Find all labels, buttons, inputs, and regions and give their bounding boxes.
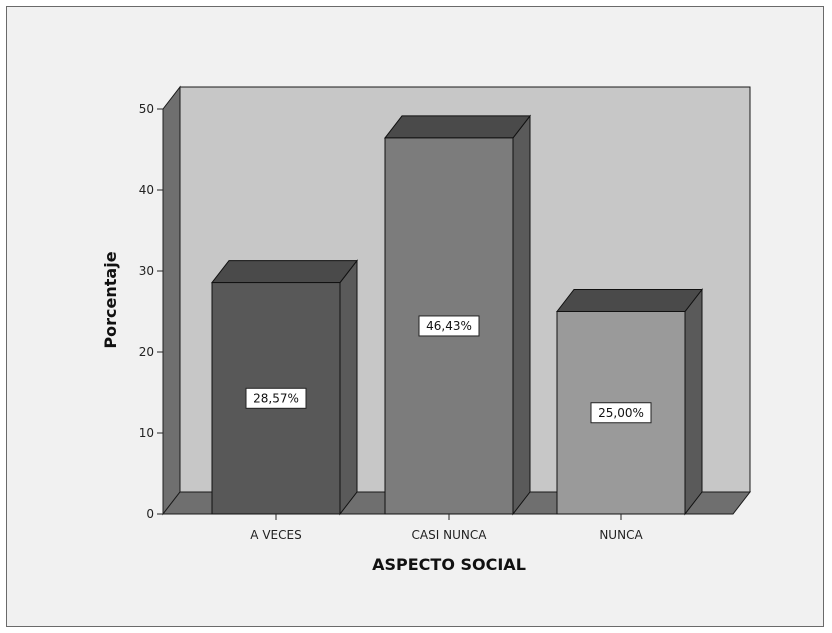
data-label: 25,00% (598, 406, 644, 420)
bar-nunca: 25,00% (555, 288, 704, 516)
y-axis: 0 10 20 30 40 50 (139, 102, 164, 521)
bars-group: 28,57% 46,43% 25,00% (210, 114, 704, 516)
y-tick-label: 50 (139, 102, 154, 116)
x-tick-label: NUNCA (599, 528, 643, 542)
bar-casi-nunca: 46,43% (383, 114, 532, 516)
y-tick-label: 30 (139, 264, 154, 278)
left-wall (162, 85, 181, 516)
y-tick-label: 10 (139, 426, 154, 440)
x-tick-label: A VECES (250, 528, 301, 542)
x-tick-label: CASI NUNCA (412, 528, 488, 542)
bar-side (512, 114, 531, 516)
y-tick-label: 20 (139, 345, 154, 359)
bar-top (555, 289, 704, 312)
bar-a-veces: 28,57% (210, 259, 359, 516)
bar-side (684, 288, 703, 516)
x-axis: A VECES CASI NUNCA NUNCA (250, 514, 643, 542)
y-tick-label: 40 (139, 183, 154, 197)
y-axis-title: Porcentaje (101, 251, 120, 348)
data-label-box (418, 315, 480, 337)
x-axis-title: ASPECTO SOCIAL (372, 555, 526, 574)
data-label-box (245, 387, 307, 409)
bar-top (210, 260, 359, 284)
bar-side (339, 259, 358, 516)
data-label: 28,57% (253, 391, 299, 405)
data-label: 46,43% (426, 319, 472, 333)
data-label-box (590, 402, 652, 424)
y-tick-label: 0 (146, 507, 154, 521)
bar-top (383, 115, 532, 139)
